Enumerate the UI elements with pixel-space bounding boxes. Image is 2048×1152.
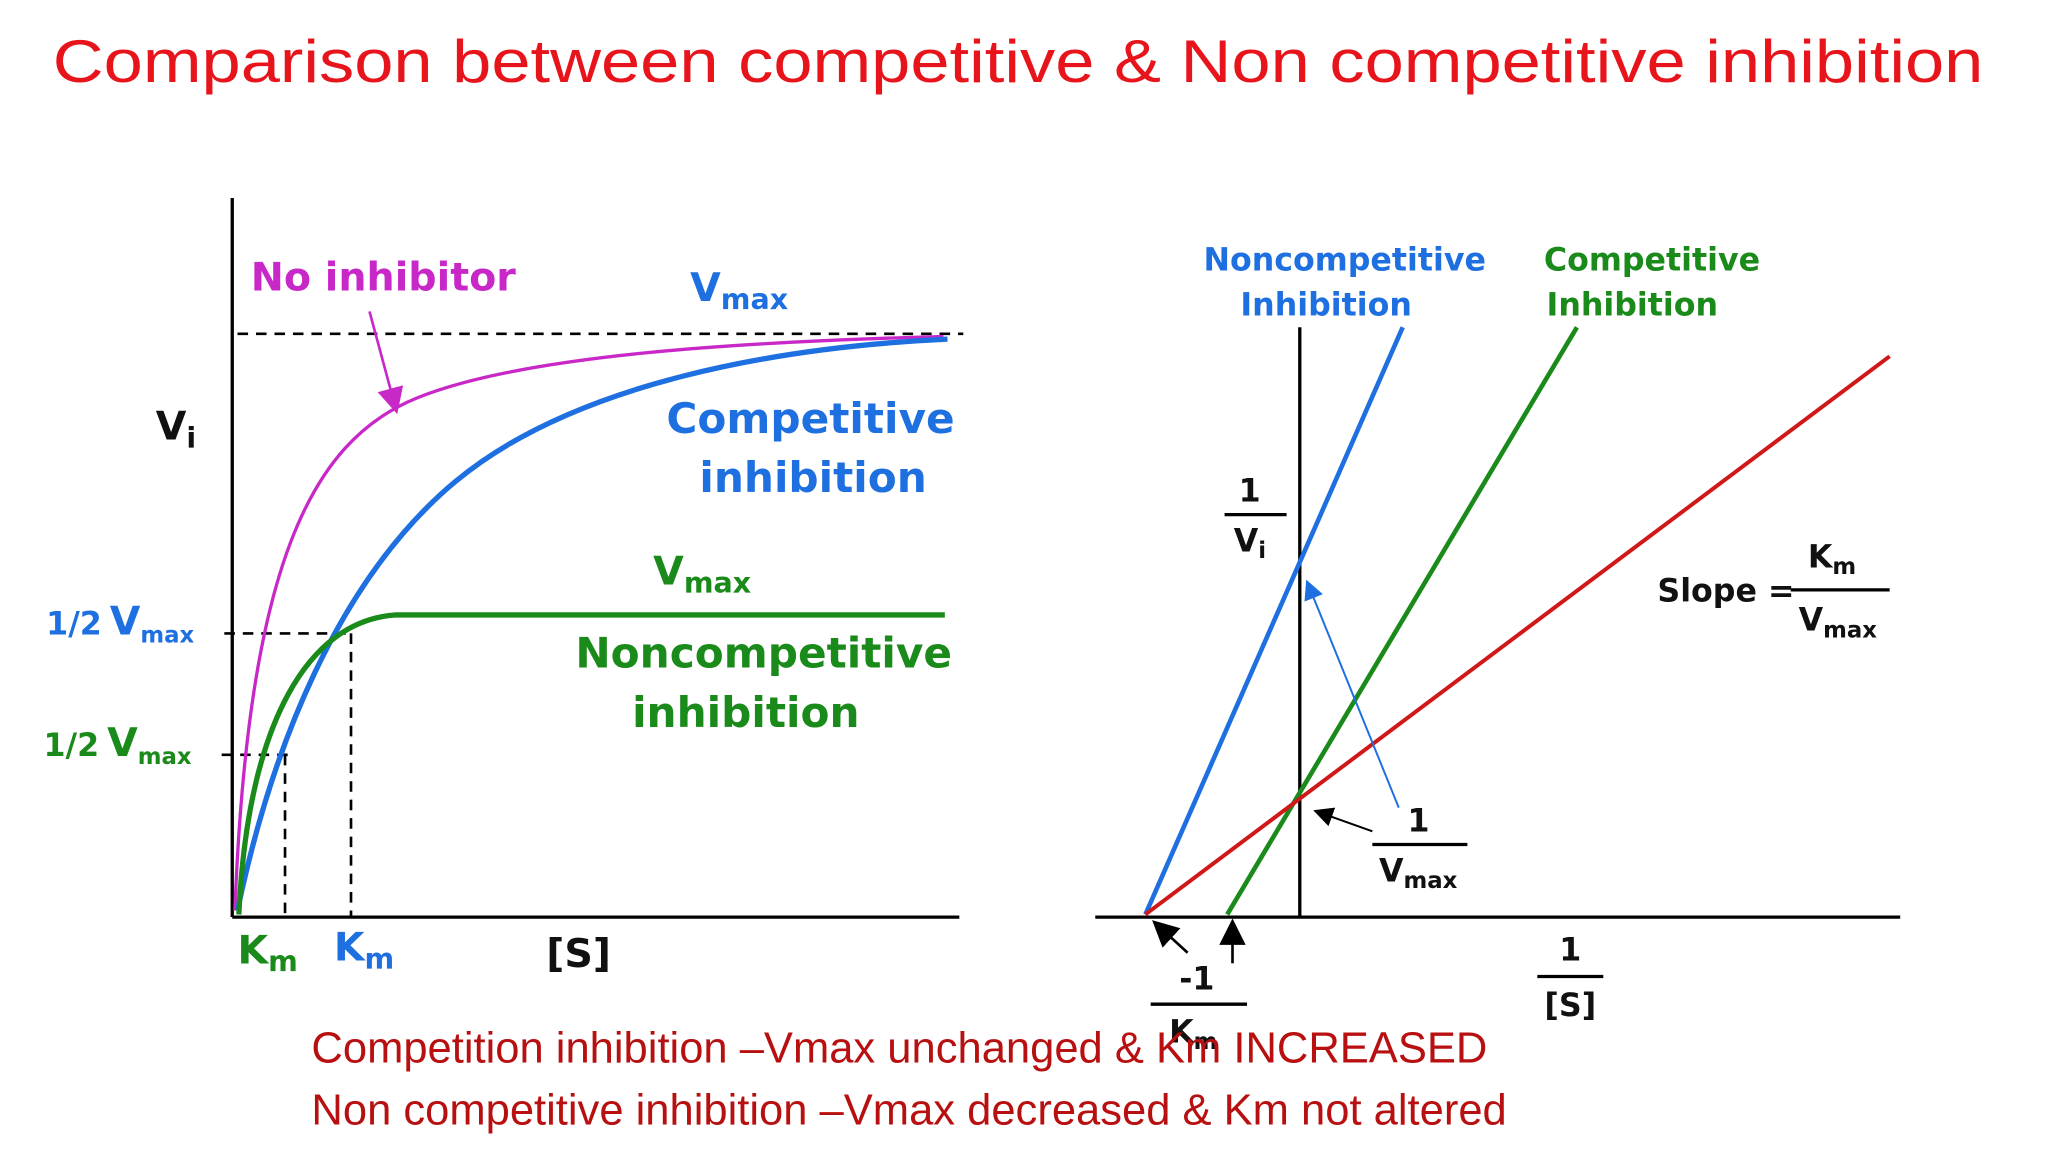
half-vmax-label: 1/2 Vmax <box>44 720 192 770</box>
fraction-denominator: Vmax <box>1379 853 1458 894</box>
curve-label: Noncompetitive <box>575 629 952 678</box>
curve-label: No inhibitor <box>251 254 517 300</box>
curve-label: inhibition <box>699 453 926 502</box>
fraction-numerator: -1 <box>1179 962 1214 998</box>
competitive-line <box>1225 326 1579 916</box>
pointer-arrow <box>1152 920 1189 954</box>
lineweaver-burk-graph: Noncompetitive Inhibition Competitive In… <box>1095 243 1901 1055</box>
x-axis-label: [S] <box>546 931 611 977</box>
slope-label: Slope = <box>1657 574 1794 610</box>
noncompetitive-line <box>1143 326 1405 916</box>
curve-label: inhibition <box>632 688 859 737</box>
fraction-denominator: Km <box>1169 1014 1217 1055</box>
fraction-numerator: 1 <box>1408 803 1430 839</box>
y-axis-label: Vi <box>156 403 196 454</box>
fraction-denominator: Vi <box>1234 524 1266 565</box>
slide-title: Comparison between competitive & Non com… <box>53 27 1984 95</box>
fraction-denominator: Vmax <box>1799 603 1878 644</box>
competitive-curve <box>234 336 948 912</box>
line-label: Noncompetitive <box>1203 243 1485 279</box>
michaelis-menten-graph: No inhibitor Vmax Competitive inhibition… <box>44 197 964 978</box>
half-vmax-label: 1/2 Vmax <box>46 599 194 649</box>
pointer-arrow <box>1304 579 1400 808</box>
noncompetitive-curve <box>236 612 945 915</box>
vmax-label: Vmax <box>690 265 788 316</box>
pointer-arrow <box>368 311 404 415</box>
pointer-arrow <box>1313 807 1373 833</box>
km-label: Km <box>238 927 298 978</box>
no-inhibitor-curve <box>233 334 944 911</box>
line-label: Competitive <box>1544 243 1760 279</box>
no-inhibitor-line <box>1144 354 1891 917</box>
km-label: Km <box>334 925 394 976</box>
note: Competition inhibition –Vmax unchanged &… <box>311 1024 1487 1072</box>
vmax-label: Vmax <box>653 549 751 600</box>
fraction-numerator: Km <box>1808 539 1856 580</box>
fraction-numerator: 1 <box>1559 933 1581 969</box>
fraction-numerator: 1 <box>1239 473 1261 509</box>
line-label: Inhibition <box>1240 287 1411 323</box>
curve-label: Competitive <box>666 394 954 443</box>
note: Non competitive inhibition –Vmax decreas… <box>311 1086 1506 1134</box>
fraction-denominator: [S] <box>1544 988 1596 1024</box>
line-label: Inhibition <box>1547 287 1718 323</box>
